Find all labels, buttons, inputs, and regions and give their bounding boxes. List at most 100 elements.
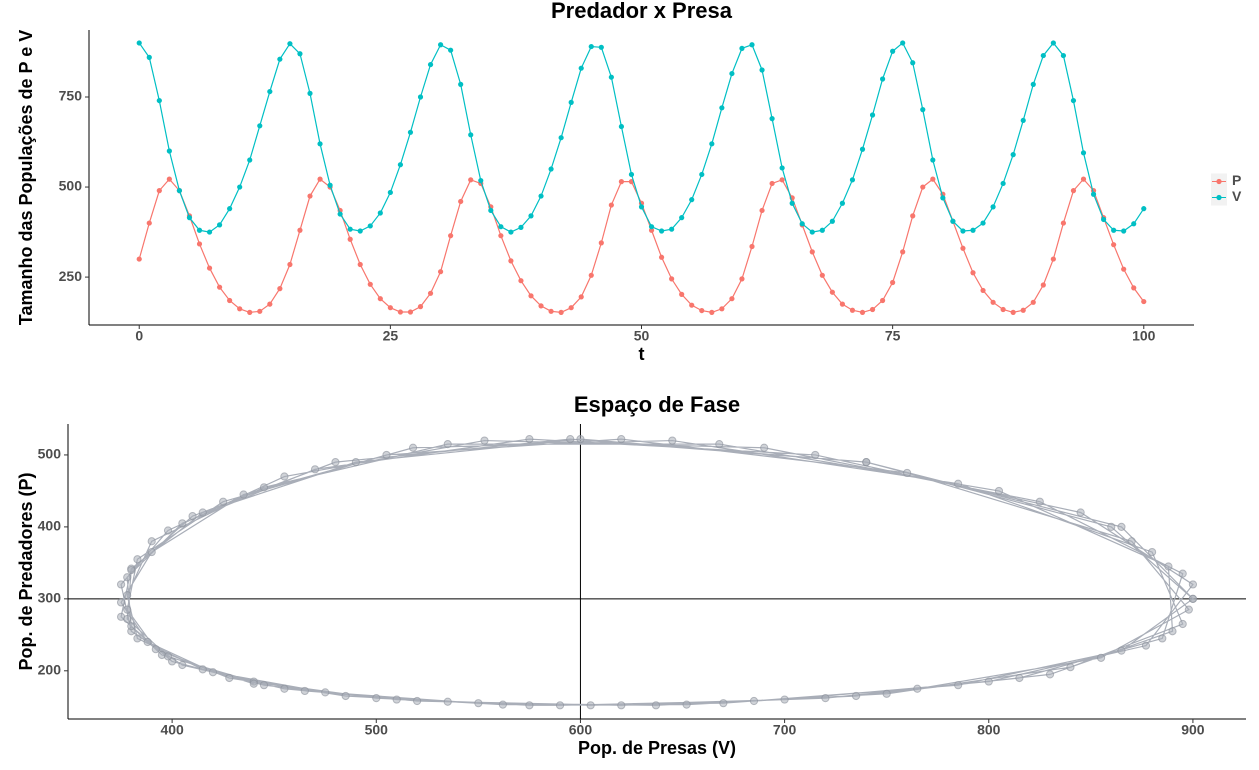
data-point: [448, 233, 454, 239]
data-point: [133, 555, 142, 564]
data-point: [862, 458, 871, 467]
data-point: [669, 276, 675, 282]
data-point: [699, 307, 705, 314]
data-point: [779, 165, 785, 171]
data-point: [347, 226, 353, 232]
data-point: [518, 278, 524, 284]
data-point: [357, 261, 363, 268]
data-point: [749, 696, 759, 706]
data-point: [1080, 176, 1087, 182]
data-point: [739, 276, 745, 282]
data-point: [206, 265, 213, 271]
x-tick-label: 25: [383, 328, 399, 344]
data-point: [307, 193, 313, 199]
data-point: [397, 162, 404, 168]
data-point: [156, 97, 162, 104]
data-point: [566, 435, 575, 444]
data-point: [468, 132, 474, 138]
data-point: [648, 227, 655, 233]
data-point: [1188, 594, 1198, 603]
data-point: [598, 240, 604, 246]
data-point: [900, 40, 906, 46]
data-point: [628, 171, 635, 178]
data-point: [1035, 497, 1044, 506]
data-point: [387, 305, 393, 311]
data-point: [586, 701, 595, 710]
data-point: [259, 681, 269, 690]
data-point: [819, 272, 825, 278]
data-point: [608, 202, 614, 208]
x-axis-label: Pop. de Presas (V): [578, 738, 736, 758]
data-point: [443, 440, 452, 449]
data-point: [151, 645, 160, 654]
data-point: [617, 435, 626, 444]
data-point: [984, 677, 993, 686]
data-point: [166, 148, 172, 154]
data-point: [819, 227, 825, 233]
data-point: [1070, 97, 1077, 104]
data-point: [133, 634, 142, 643]
data-point: [1015, 673, 1024, 683]
data-point: [307, 90, 313, 96]
data-point: [277, 56, 283, 62]
data-point: [227, 206, 233, 212]
data-point: [719, 105, 725, 111]
data-point: [568, 305, 574, 311]
data-point: [136, 256, 142, 262]
data-point: [127, 565, 136, 575]
data-point: [198, 665, 207, 674]
data-point: [719, 306, 725, 312]
data-point: [980, 220, 986, 226]
data-point: [548, 308, 554, 314]
data-point: [769, 180, 775, 187]
data-point: [799, 221, 805, 227]
data-point: [648, 224, 655, 230]
data-point: [1020, 307, 1026, 313]
data-point: [280, 472, 289, 481]
data-point: [558, 309, 564, 315]
data-point: [940, 195, 946, 201]
data-point: [1060, 52, 1067, 59]
data-point: [729, 296, 735, 302]
y-tick-label: 250: [59, 268, 83, 284]
data-point: [1100, 216, 1107, 223]
data-point: [227, 297, 233, 304]
data-point: [377, 296, 383, 302]
data-point: [417, 304, 424, 310]
data-point: [1127, 537, 1136, 546]
data-point: [869, 306, 876, 313]
data-point: [760, 443, 769, 452]
data-point: [960, 245, 966, 251]
data-point: [839, 200, 846, 206]
data-point: [408, 443, 418, 452]
data-point: [525, 701, 534, 710]
data-point: [458, 198, 464, 205]
data-point: [709, 141, 715, 147]
y-tick-label: 200: [38, 661, 62, 677]
data-point: [427, 290, 434, 296]
data-point: [538, 303, 544, 309]
data-point: [950, 218, 956, 224]
data-point: [498, 233, 504, 239]
data-point: [1050, 40, 1056, 46]
data-point: [990, 299, 996, 305]
data-point: [759, 207, 765, 214]
data-point: [1070, 188, 1077, 194]
data-point: [1131, 221, 1137, 227]
data-point: [498, 700, 507, 709]
data-point: [337, 211, 343, 217]
data-point: [1050, 256, 1056, 262]
data-point: [136, 40, 142, 46]
data-point: [259, 483, 269, 492]
data-point: [1080, 150, 1087, 156]
data-point: [528, 293, 534, 299]
data-point: [879, 297, 886, 304]
data-point: [186, 215, 193, 221]
data-point: [372, 694, 381, 703]
data-point: [913, 684, 922, 693]
data-point: [588, 43, 594, 50]
data-point: [458, 81, 464, 87]
data-point: [679, 215, 685, 221]
data-point: [729, 70, 735, 77]
